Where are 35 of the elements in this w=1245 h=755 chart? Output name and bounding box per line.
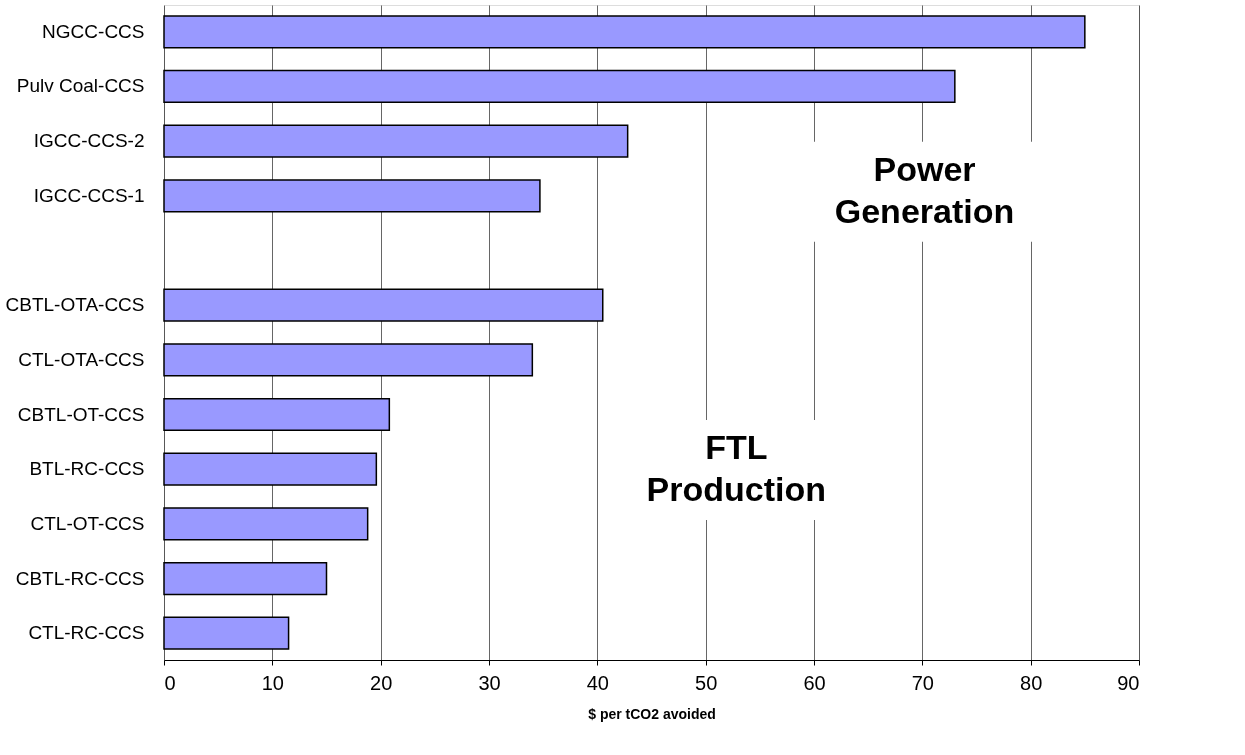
y-tick-label: BTL-RC-CCS [29,458,145,480]
annotation: Power Generation [834,149,1015,230]
x-tick-label: 20 [370,671,393,694]
y-tick-label: CBTL-OT-CCS [17,403,145,425]
x-axis-title: $ per tCO2 avoided [588,705,716,722]
bar [163,288,604,322]
x-tick-label: 40 [586,671,609,694]
bar [163,397,391,432]
y-tick-label: CTL-OT-CCS [30,512,145,534]
y-tick-label: CTL-OTA-CCS [18,348,145,370]
x-tick-label: 80 [1020,671,1043,694]
bar [163,616,290,650]
bar [163,15,1086,49]
x-tick-label: 10 [261,671,284,694]
annotation: FTL Production [646,428,827,509]
bar [163,124,629,158]
y-tick-label: Pulv Coal-CCS [16,75,145,97]
x-tick-label: 60 [803,671,826,694]
y-tick-label: IGCC-CCS-2 [33,130,145,152]
x-tick-label: 70 [911,671,934,694]
x-tick-label: 30 [478,671,501,694]
bar [163,69,956,104]
x-tick-label: 90 [1117,671,1140,694]
y-tick-label: CTL-RC-CCS [28,622,145,644]
y-tick-label: CBTL-RC-CCS [15,567,145,589]
bar [163,179,541,213]
bar [163,452,378,486]
y-tick-label: IGCC-CCS-1 [33,184,145,206]
x-tick-label: 50 [695,671,718,694]
bar [163,561,328,596]
bar [163,507,369,541]
y-tick-label: NGCC-CCS [42,20,145,42]
bar [163,343,534,377]
x-tick-label: 0 [164,671,176,694]
y-tick-label: CBTL-OTA-CCS [5,294,145,316]
